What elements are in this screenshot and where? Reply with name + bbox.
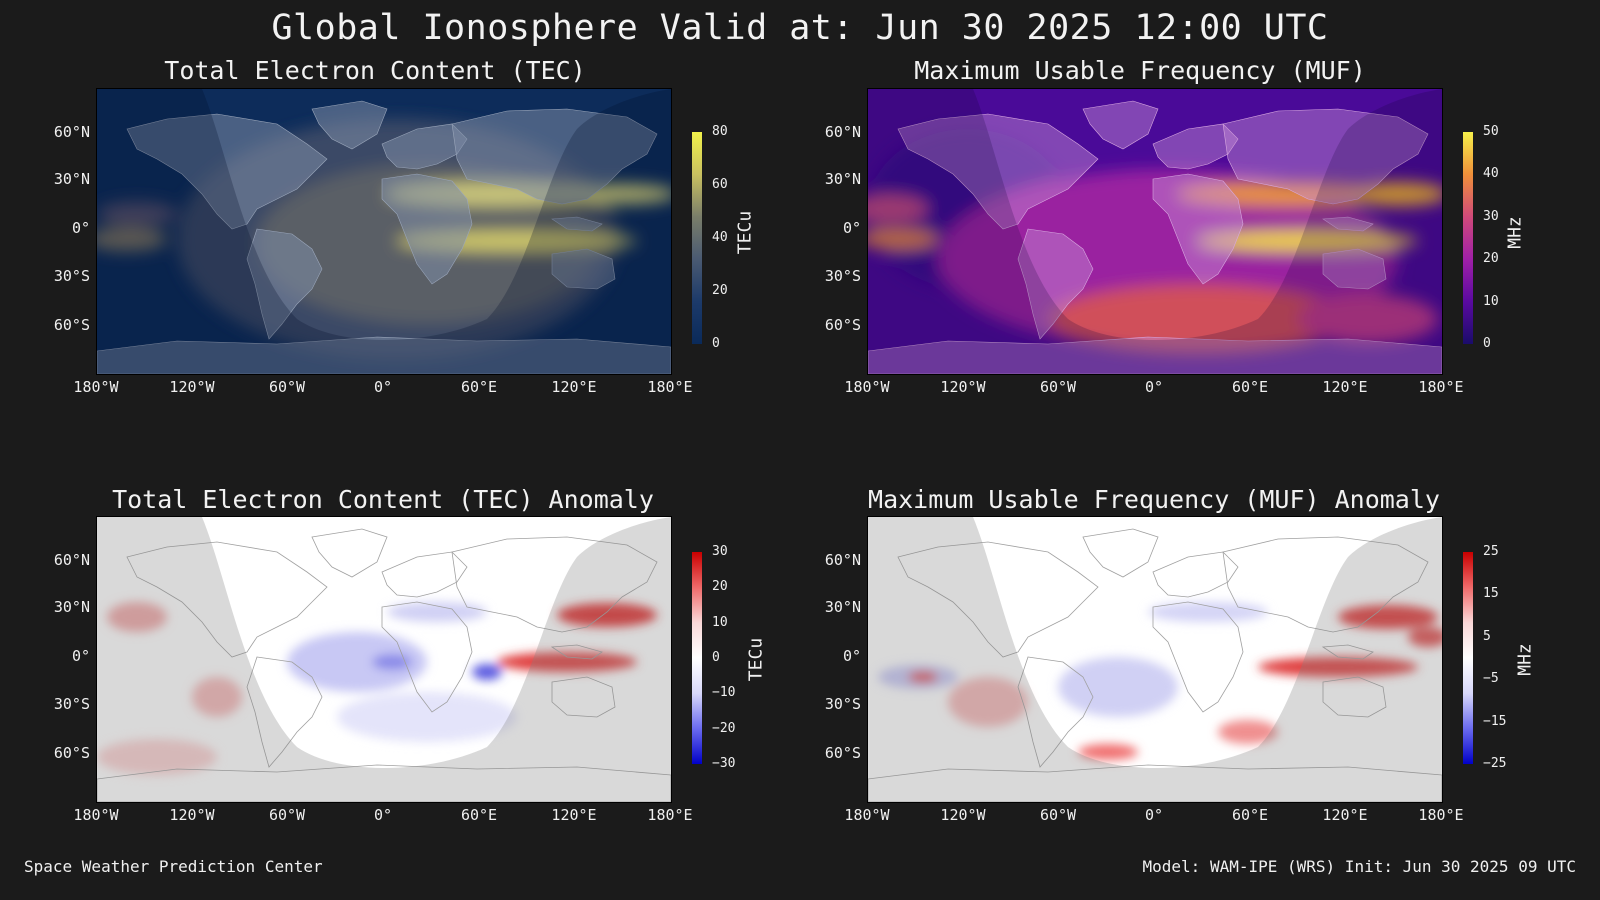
lon-tick-label: 60°E xyxy=(1231,378,1269,396)
lon-tick-label: 120°E xyxy=(1322,806,1368,824)
colorbar-tick-label: −10 xyxy=(712,685,736,700)
lat-tick-label: 60°N xyxy=(53,123,90,141)
lon-tick-label: 60°W xyxy=(268,806,306,824)
colorbar-tick-label: 20 xyxy=(712,579,728,594)
lon-tick-label: 180°E xyxy=(647,378,693,396)
colorbar-tick-label: 30 xyxy=(712,544,728,559)
colorbar-tick-label: −25 xyxy=(1483,756,1507,771)
muf-panel-title: Maximum Usable Frequency (MUF) xyxy=(914,56,1366,85)
lat-tick-label: 0° xyxy=(842,219,861,237)
tec-map-svg xyxy=(97,89,671,374)
tec-anomaly-map-svg xyxy=(97,517,671,802)
colorbar-tick-label: 20 xyxy=(712,283,728,298)
tec-map[interactable] xyxy=(96,88,672,375)
colorbar-tick-label: 60 xyxy=(712,177,728,192)
colorbar-tick-label: 15 xyxy=(1483,586,1499,601)
lon-tick-label: 60°W xyxy=(1039,806,1077,824)
colorbar-tick-label: −5 xyxy=(1483,671,1499,686)
lat-tick-label: 0° xyxy=(71,219,90,237)
tec-colorbar-unit: TECu xyxy=(734,210,756,255)
lon-tick-label: 120°W xyxy=(169,806,215,824)
lon-tick-label: 180°E xyxy=(1418,378,1464,396)
lat-tick-label: 30°N xyxy=(824,598,861,616)
colorbar-tick-label: 0 xyxy=(712,650,720,665)
lat-tick-label: 30°S xyxy=(53,267,90,285)
lon-tick-label: 60°W xyxy=(1039,378,1077,396)
lon-tick-label: 60°E xyxy=(460,806,498,824)
lon-tick-label: 0° xyxy=(373,806,393,824)
colorbar-tick-label: 0 xyxy=(1483,336,1491,351)
lon-tick-label: 120°E xyxy=(551,806,597,824)
lon-tick-label: 180°E xyxy=(647,806,693,824)
lon-tick-label: 180°W xyxy=(844,378,890,396)
lat-tick-label: 0° xyxy=(842,647,861,665)
lat-tick-label: 60°S xyxy=(53,744,90,762)
colorbar-tick-label: 80 xyxy=(712,124,728,139)
muf-anomaly-panel-title: Maximum Usable Frequency (MUF) Anomaly xyxy=(868,485,1440,514)
lat-tick-label: 30°N xyxy=(53,598,90,616)
lon-tick-label: 180°W xyxy=(844,806,890,824)
lon-tick-label: 0° xyxy=(1144,806,1164,824)
lat-tick-label: 60°N xyxy=(824,551,861,569)
colorbar-tick-label: 0 xyxy=(712,336,720,351)
colorbar-tick-label: −15 xyxy=(1483,714,1507,729)
tec-anomaly-panel-title: Total Electron Content (TEC) Anomaly xyxy=(112,485,654,514)
lat-tick-label: 30°S xyxy=(824,695,861,713)
lon-tick-label: 120°E xyxy=(551,378,597,396)
muf-anomaly-colorbar-unit: MHz xyxy=(1514,643,1536,676)
lon-tick-label: 120°W xyxy=(940,806,986,824)
muf-anomaly-map-svg xyxy=(868,517,1442,802)
lat-tick-label: 60°S xyxy=(53,316,90,334)
lat-tick-label: 60°N xyxy=(824,123,861,141)
colorbar-tick-label: 5 xyxy=(1483,629,1491,644)
footer-model-info: Model: WAM-IPE (WRS) Init: Jun 30 2025 0… xyxy=(1142,857,1576,876)
lon-tick-label: 120°W xyxy=(940,378,986,396)
lat-tick-label: 30°S xyxy=(824,267,861,285)
muf-map-svg xyxy=(868,89,1442,374)
colorbar-tick-label: 10 xyxy=(712,615,728,630)
colorbar-tick-label: −30 xyxy=(712,756,736,771)
colorbar-tick-label: 50 xyxy=(1483,124,1499,139)
lat-tick-label: 60°S xyxy=(824,744,861,762)
footer-org: Space Weather Prediction Center xyxy=(24,857,323,876)
tec-colorbar xyxy=(692,132,702,344)
lon-tick-label: 180°E xyxy=(1418,806,1464,824)
colorbar-tick-label: 30 xyxy=(1483,209,1499,224)
muf-colorbar xyxy=(1463,132,1473,344)
lon-tick-label: 60°E xyxy=(460,378,498,396)
lat-tick-label: 0° xyxy=(71,647,90,665)
colorbar-tick-label: 25 xyxy=(1483,544,1499,559)
lon-tick-label: 0° xyxy=(1144,378,1164,396)
colorbar-tick-label: 40 xyxy=(712,230,728,245)
page-title: Global Ionosphere Valid at: Jun 30 2025 … xyxy=(271,8,1329,48)
lat-tick-label: 60°S xyxy=(824,316,861,334)
muf-anomaly-map[interactable] xyxy=(867,516,1443,803)
muf-map[interactable] xyxy=(867,88,1443,375)
colorbar-tick-label: −20 xyxy=(712,721,736,736)
lat-tick-label: 30°N xyxy=(824,170,861,188)
lon-tick-label: 60°E xyxy=(1231,806,1269,824)
lon-tick-label: 120°E xyxy=(1322,378,1368,396)
tec-panel-title: Total Electron Content (TEC) xyxy=(164,56,586,85)
colorbar-tick-label: 10 xyxy=(1483,294,1499,309)
lat-tick-label: 30°S xyxy=(53,695,90,713)
lat-tick-label: 30°N xyxy=(53,170,90,188)
lon-tick-label: 120°W xyxy=(169,378,215,396)
tec-anomaly-colorbar xyxy=(692,552,702,764)
lon-tick-label: 180°W xyxy=(73,378,119,396)
lon-tick-label: 0° xyxy=(373,378,393,396)
lon-tick-label: 60°W xyxy=(268,378,306,396)
muf-colorbar-unit: MHz xyxy=(1504,216,1526,249)
colorbar-tick-label: 40 xyxy=(1483,166,1499,181)
lon-tick-label: 180°W xyxy=(73,806,119,824)
lat-tick-label: 60°N xyxy=(53,551,90,569)
tec-anomaly-map[interactable] xyxy=(96,516,672,803)
colorbar-tick-label: 20 xyxy=(1483,251,1499,266)
muf-anomaly-colorbar xyxy=(1463,552,1473,764)
tec-anomaly-colorbar-unit: TECu xyxy=(745,637,767,682)
